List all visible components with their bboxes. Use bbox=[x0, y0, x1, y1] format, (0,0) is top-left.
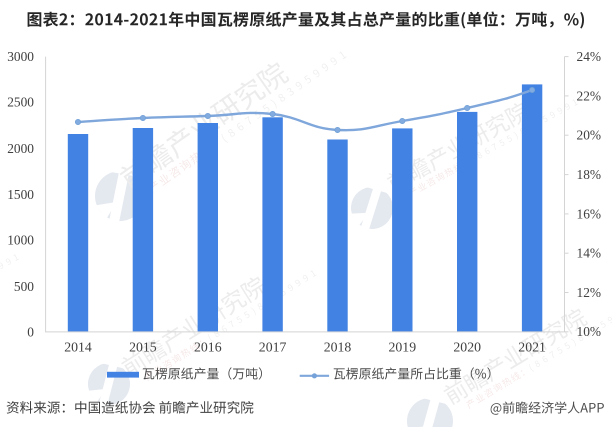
svg-text:2500: 2500 bbox=[7, 95, 34, 110]
svg-text:2020: 2020 bbox=[453, 340, 481, 355]
svg-text:14%: 14% bbox=[577, 246, 602, 261]
svg-text:24%: 24% bbox=[577, 49, 602, 64]
svg-text:2014: 2014 bbox=[64, 340, 92, 355]
svg-text:2019: 2019 bbox=[389, 340, 417, 355]
svg-text:3000: 3000 bbox=[7, 49, 34, 64]
svg-text:2015: 2015 bbox=[129, 340, 157, 355]
svg-text:1500: 1500 bbox=[7, 187, 34, 202]
svg-text:0: 0 bbox=[27, 324, 34, 339]
svg-text:2016: 2016 bbox=[194, 340, 222, 355]
svg-text:2021: 2021 bbox=[518, 340, 546, 355]
svg-text:2018: 2018 bbox=[324, 340, 352, 355]
svg-text:2000: 2000 bbox=[7, 141, 34, 156]
svg-text:16%: 16% bbox=[577, 206, 602, 221]
svg-text:10%: 10% bbox=[577, 324, 602, 339]
svg-text:20%: 20% bbox=[577, 128, 602, 143]
svg-text:22%: 22% bbox=[577, 88, 602, 103]
svg-text:18%: 18% bbox=[577, 167, 602, 182]
svg-text:1000: 1000 bbox=[7, 233, 34, 248]
svg-text:500: 500 bbox=[14, 279, 34, 294]
svg-text:2017: 2017 bbox=[259, 340, 287, 355]
svg-text:12%: 12% bbox=[577, 285, 602, 300]
